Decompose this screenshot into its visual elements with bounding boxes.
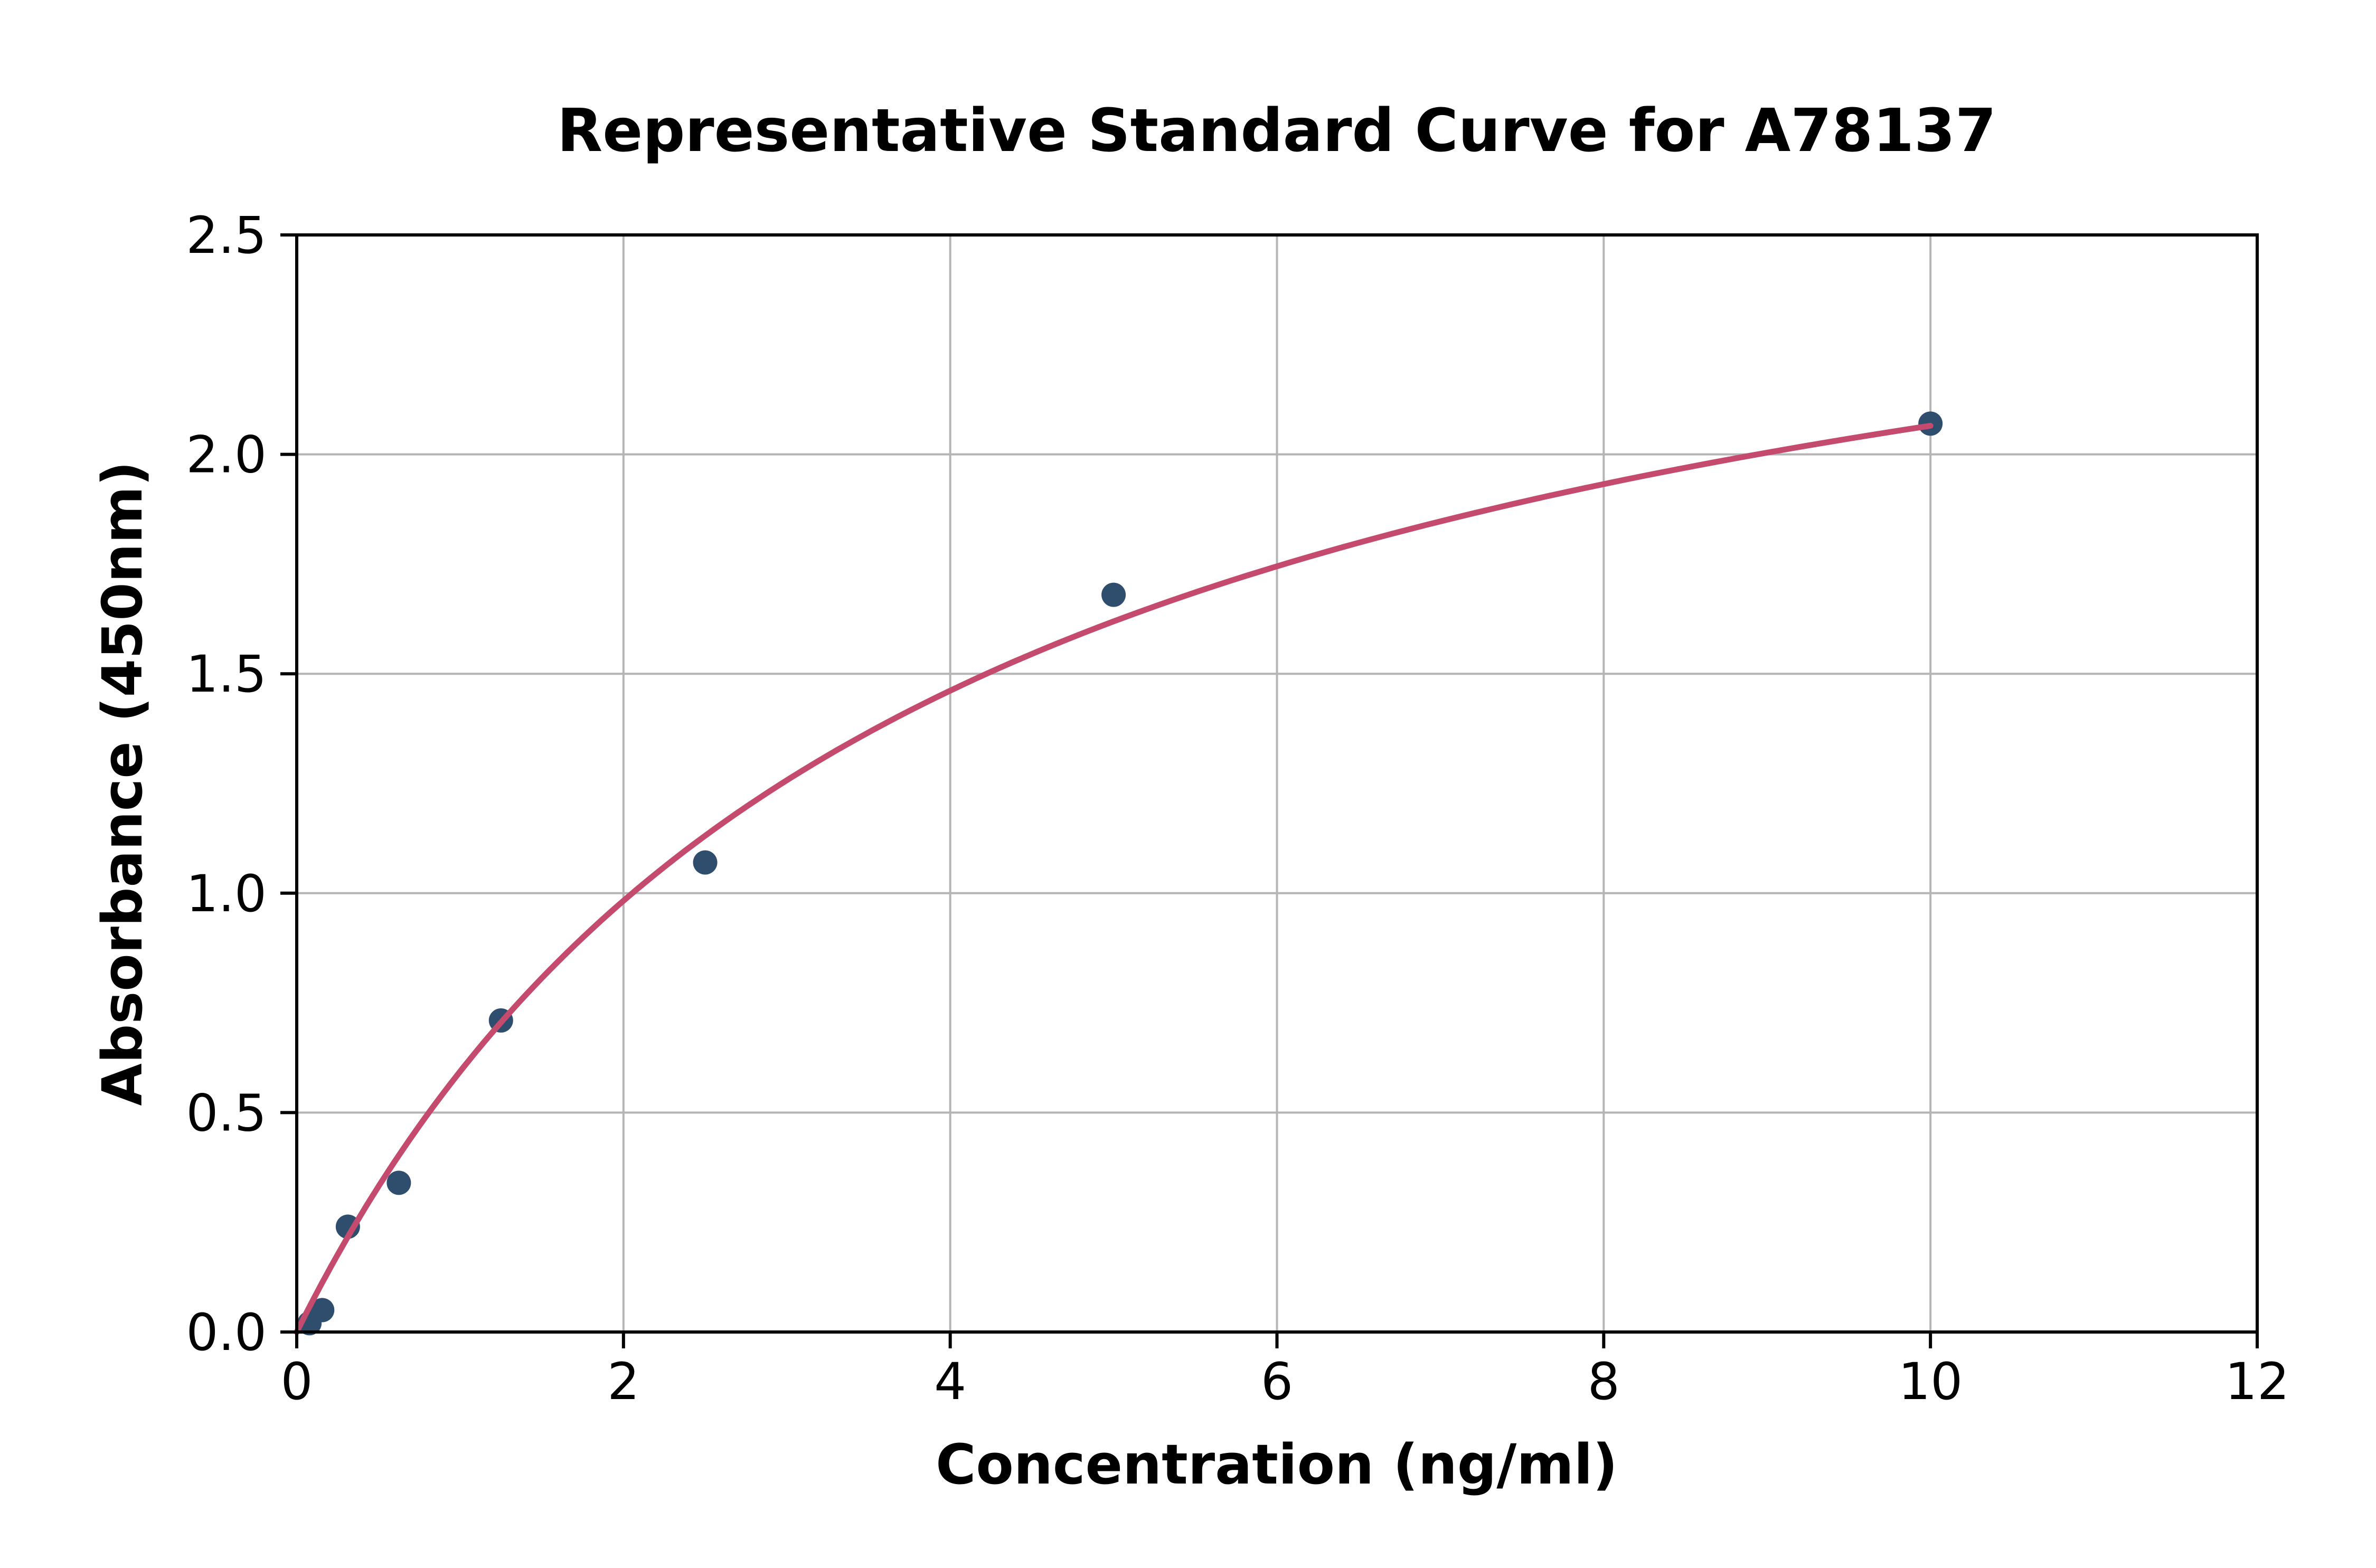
fit-curve-line <box>294 422 1934 1335</box>
x-tick-label-6: 6 <box>1261 1352 1293 1411</box>
data-point-3 <box>386 1170 411 1195</box>
x-tick-label-2: 2 <box>607 1352 639 1411</box>
gridlines <box>297 235 2257 1332</box>
y-tick-label-1.0: 1.0 <box>186 864 267 923</box>
x-axis-label: Concentration (ng/ml) <box>936 1432 1618 1497</box>
y-tick-label-0.0: 0.0 <box>186 1303 267 1362</box>
data-point-6 <box>1101 582 1126 607</box>
x-tick-label-10: 10 <box>1898 1352 1963 1411</box>
data-point-5 <box>693 850 718 875</box>
y-tick-label-0.5: 0.5 <box>186 1083 267 1142</box>
tick-labels: 0 2 4 6 8 10 12 0.0 0.5 1.0 1.5 2.0 2.5 <box>186 206 2289 1411</box>
y-tick-label-1.5: 1.5 <box>186 645 267 704</box>
y-tick-label-2.5: 2.5 <box>186 206 267 265</box>
y-axis-label: Absorbance (450nm) <box>90 461 155 1106</box>
x-tick-label-8: 8 <box>1588 1352 1620 1411</box>
y-tick-label-2.0: 2.0 <box>186 426 267 485</box>
x-tick-label-4: 4 <box>934 1352 966 1411</box>
x-tick-label-12: 12 <box>2225 1352 2289 1411</box>
axis-ticks <box>280 233 2259 1348</box>
data-points <box>297 411 1943 1336</box>
plot-border <box>295 233 2259 1334</box>
data-point-2 <box>335 1214 360 1239</box>
chart-title: Representative Standard Curve for A78137 <box>557 97 1996 165</box>
data-point-1 <box>310 1298 335 1323</box>
x-tick-label-0: 0 <box>280 1352 313 1411</box>
